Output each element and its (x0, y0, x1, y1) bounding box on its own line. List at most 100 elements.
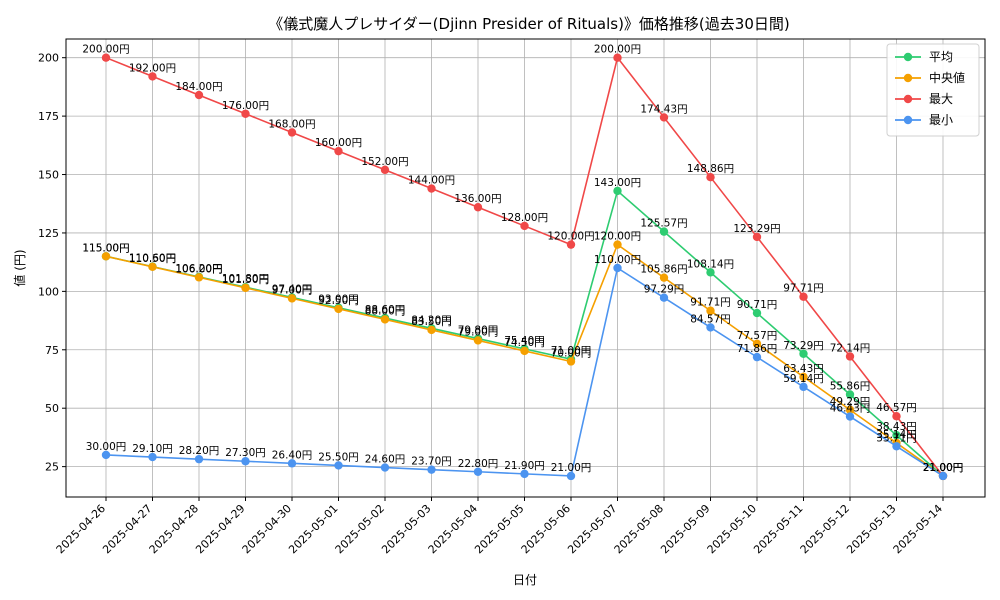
data-point (845, 405, 855, 415)
data-point (706, 306, 715, 315)
data-point (659, 293, 669, 302)
data-label: 83.50円 (411, 316, 452, 328)
data-label: 21.00円 (551, 462, 592, 474)
data-label: 30.00円 (86, 441, 127, 453)
data-point (101, 53, 111, 62)
data-label: 91.71円 (690, 297, 731, 309)
data-label: 200.00円 (594, 44, 641, 56)
data-point (101, 450, 111, 460)
plot-frame (65, 38, 986, 498)
data-label: 84.57円 (690, 313, 731, 325)
data-label: 79.00円 (458, 326, 499, 338)
data-label: 21.00円 (923, 462, 964, 474)
data-point (287, 128, 297, 137)
data-label: 63.43円 (783, 363, 824, 375)
data-point (473, 467, 483, 476)
x-axis-ticks: 2025-04-262025-04-272025-04-282025-04-29… (54, 497, 945, 556)
data-point (659, 113, 669, 122)
data-label: 22.80円 (458, 458, 499, 470)
data-point (845, 412, 855, 421)
data-point (706, 268, 715, 277)
series-2 (101, 53, 948, 481)
data-point (380, 315, 390, 324)
data-label: 174.43円 (640, 103, 687, 115)
data-label: 55.86円 (830, 381, 871, 393)
data-label: 46.43円 (830, 403, 871, 415)
data-label: 46.57円 (876, 402, 917, 414)
data-label: 120.00円 (594, 231, 641, 243)
data-label: 70.00円 (551, 347, 592, 359)
data-point (241, 109, 250, 118)
data-label: 71.00円 (551, 345, 592, 357)
legend-marker (903, 52, 913, 62)
data-label: 200.00円 (82, 44, 129, 56)
y-tick-label: 125 (38, 227, 59, 240)
legend-label: 最小 (929, 113, 953, 127)
data-label: 101.80円 (222, 273, 269, 285)
data-label: 75.40円 (504, 335, 545, 347)
legend-entry: 中央値 (895, 70, 965, 85)
data-point (473, 203, 483, 212)
data-label: 77.57円 (737, 330, 778, 342)
data-label: 72.14円 (830, 342, 871, 354)
data-point (566, 471, 576, 481)
data-point (334, 461, 343, 470)
y-tick-label: 50 (45, 402, 59, 415)
data-label: 88.00円 (365, 305, 406, 317)
data-point (380, 463, 390, 472)
chart-title: 《儀式魔人プレサイダー(Djinn Presider of Rituals)》価… (268, 15, 789, 33)
data-point (613, 263, 622, 273)
data-point (752, 308, 762, 318)
data-label: 93.00円 (318, 294, 359, 306)
data-label: 115.00円 (82, 242, 129, 254)
legend-label: 最大 (929, 92, 953, 106)
data-label: 21.00円 (923, 462, 964, 474)
data-label: 152.00円 (361, 156, 408, 168)
data-point (799, 292, 808, 301)
data-point (752, 339, 762, 348)
x-axis-label: 日付 (513, 573, 537, 587)
data-label: 59.14円 (783, 373, 824, 385)
data-label: 184.00円 (175, 81, 222, 93)
data-point (148, 262, 157, 272)
data-point (799, 349, 808, 358)
data-point (566, 357, 576, 366)
data-label: 110.00円 (594, 254, 641, 266)
data-label: 97.71円 (783, 283, 824, 295)
data-label: 21.00円 (923, 462, 964, 474)
data-label: 105.86円 (640, 264, 687, 276)
data-point (613, 240, 622, 249)
y-tick-label: 100 (38, 285, 59, 298)
data-point (752, 232, 762, 242)
data-label: 97.40円 (272, 283, 313, 295)
data-point (845, 352, 855, 361)
data-label: 73.29円 (783, 340, 824, 352)
data-point (334, 304, 343, 314)
data-point (148, 72, 157, 81)
data-label: 123.29円 (733, 223, 780, 235)
data-label: 160.00円 (315, 137, 362, 149)
data-label: 25.50円 (318, 451, 359, 463)
legend-label: 中央値 (929, 70, 965, 85)
data-label: 79.80円 (458, 325, 499, 337)
data-point (892, 442, 901, 451)
legend-marker (903, 73, 913, 83)
data-point (194, 454, 204, 464)
legend-entry: 平均 (895, 50, 953, 64)
data-label: 28.20円 (179, 445, 220, 457)
y-tick-label: 150 (38, 169, 59, 182)
legend-marker (903, 115, 913, 125)
y-tick-label: 200 (38, 52, 59, 65)
data-point (799, 382, 808, 392)
data-label: 125.57円 (640, 218, 687, 230)
data-label: 38.43円 (876, 421, 917, 433)
data-label: 120.00円 (547, 231, 594, 243)
data-label: 115.00円 (82, 242, 129, 254)
data-label: 148.86円 (687, 163, 734, 175)
data-point (520, 469, 529, 479)
data-label: 35.14円 (876, 429, 917, 441)
y-axis-ticks: 25 50 75 100 125 150 175 200 (38, 52, 66, 474)
legend-marker (903, 94, 913, 104)
data-point (845, 390, 855, 399)
data-point (241, 457, 250, 466)
